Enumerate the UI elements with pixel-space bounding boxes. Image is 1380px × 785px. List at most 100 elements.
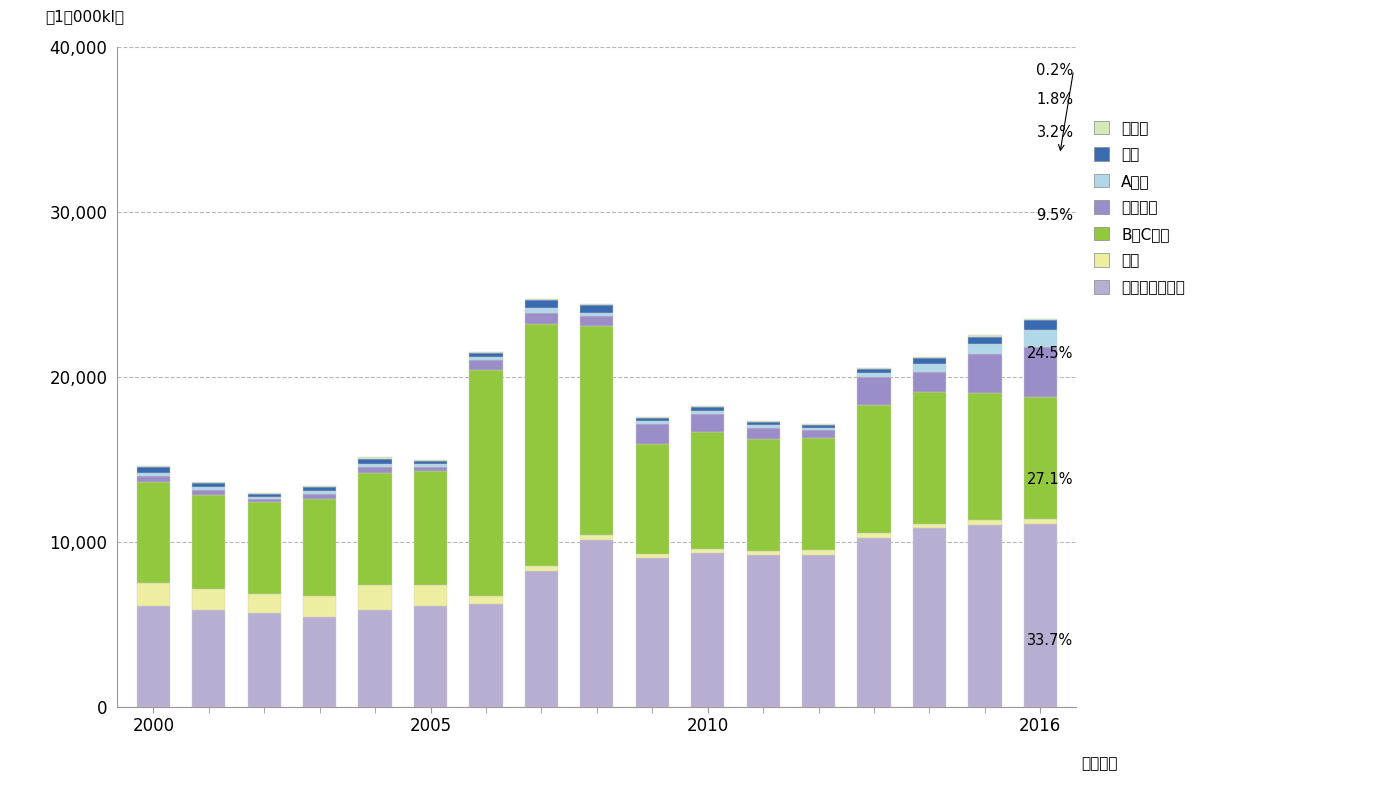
Bar — [247, 594, 282, 612]
Bar — [247, 502, 282, 594]
Bar — [580, 540, 614, 706]
Bar — [1024, 330, 1057, 347]
Bar — [1024, 319, 1057, 320]
Bar — [969, 344, 1002, 354]
Bar — [192, 589, 225, 610]
Bar — [912, 392, 947, 524]
Bar — [414, 466, 447, 471]
Bar — [524, 299, 558, 301]
Bar — [691, 414, 724, 432]
Bar — [192, 487, 225, 490]
Bar — [969, 393, 1002, 520]
Bar — [1024, 320, 1057, 330]
Bar — [636, 421, 669, 424]
Bar — [137, 582, 170, 606]
Bar — [359, 458, 392, 464]
Bar — [1024, 347, 1057, 397]
Bar — [969, 520, 1002, 525]
Bar — [802, 424, 835, 425]
Bar — [747, 428, 780, 439]
Bar — [857, 368, 890, 369]
Bar — [912, 356, 947, 358]
Bar — [969, 525, 1002, 706]
Bar — [912, 364, 947, 372]
Bar — [1024, 520, 1057, 524]
Bar — [469, 604, 502, 706]
Bar — [304, 494, 337, 498]
Bar — [469, 360, 502, 371]
Bar — [580, 326, 614, 535]
Bar — [969, 354, 1002, 393]
Bar — [359, 464, 392, 466]
Bar — [304, 498, 337, 596]
Text: （年度）: （年度） — [1081, 756, 1118, 771]
Bar — [1024, 397, 1057, 520]
Bar — [414, 461, 447, 465]
Bar — [969, 337, 1002, 344]
Bar — [247, 494, 282, 497]
Text: 3.2%: 3.2% — [1036, 126, 1074, 141]
Bar — [636, 558, 669, 706]
Text: 33.7%: 33.7% — [1027, 633, 1074, 648]
Bar — [857, 405, 890, 534]
Bar — [636, 424, 669, 444]
Bar — [636, 418, 669, 421]
Bar — [636, 554, 669, 558]
Bar — [469, 596, 502, 604]
Bar — [524, 309, 558, 312]
Bar — [691, 549, 724, 553]
Bar — [304, 491, 337, 494]
Bar — [636, 444, 669, 554]
Bar — [802, 555, 835, 706]
Bar — [912, 528, 947, 706]
Text: 27.1%: 27.1% — [1027, 472, 1074, 487]
Bar — [857, 369, 890, 373]
Text: 0.2%: 0.2% — [1036, 63, 1074, 78]
Bar — [580, 312, 614, 316]
Bar — [137, 482, 170, 582]
Bar — [414, 465, 447, 466]
Bar — [359, 473, 392, 586]
Text: 9.5%: 9.5% — [1036, 208, 1074, 223]
Bar — [802, 425, 835, 428]
Bar — [192, 483, 225, 487]
Bar — [304, 487, 337, 491]
Bar — [747, 555, 780, 706]
Bar — [247, 612, 282, 707]
Bar — [969, 335, 1002, 337]
Bar — [857, 539, 890, 706]
Bar — [414, 460, 447, 461]
Bar — [304, 486, 337, 487]
Bar — [137, 606, 170, 706]
Bar — [580, 316, 614, 326]
Bar — [414, 585, 447, 606]
Bar — [802, 550, 835, 555]
Bar — [691, 411, 724, 414]
Bar — [747, 422, 780, 425]
Bar — [359, 586, 392, 610]
Bar — [137, 473, 170, 476]
Text: 24.5%: 24.5% — [1027, 346, 1074, 361]
Bar — [802, 438, 835, 550]
Bar — [469, 352, 502, 357]
Bar — [636, 417, 669, 418]
Bar — [247, 493, 282, 494]
Bar — [747, 439, 780, 551]
Bar — [192, 490, 225, 495]
Bar — [524, 567, 558, 571]
Bar — [747, 425, 780, 428]
Bar — [912, 372, 947, 392]
Bar — [857, 377, 890, 405]
Bar — [524, 301, 558, 309]
Bar — [304, 596, 337, 618]
Bar — [524, 312, 558, 324]
Bar — [912, 358, 947, 364]
Bar — [691, 553, 724, 706]
Legend: ナフサ, 灯油, A重油, ガソリン, B・C重油, 軽油, ジェット燃料油: ナフサ, 灯油, A重油, ガソリン, B・C重油, 軽油, ジェット燃料油 — [1093, 121, 1185, 295]
Bar — [359, 466, 392, 473]
Bar — [192, 482, 225, 483]
Bar — [691, 432, 724, 549]
Bar — [247, 498, 282, 502]
Bar — [912, 524, 947, 528]
Bar — [137, 476, 170, 482]
